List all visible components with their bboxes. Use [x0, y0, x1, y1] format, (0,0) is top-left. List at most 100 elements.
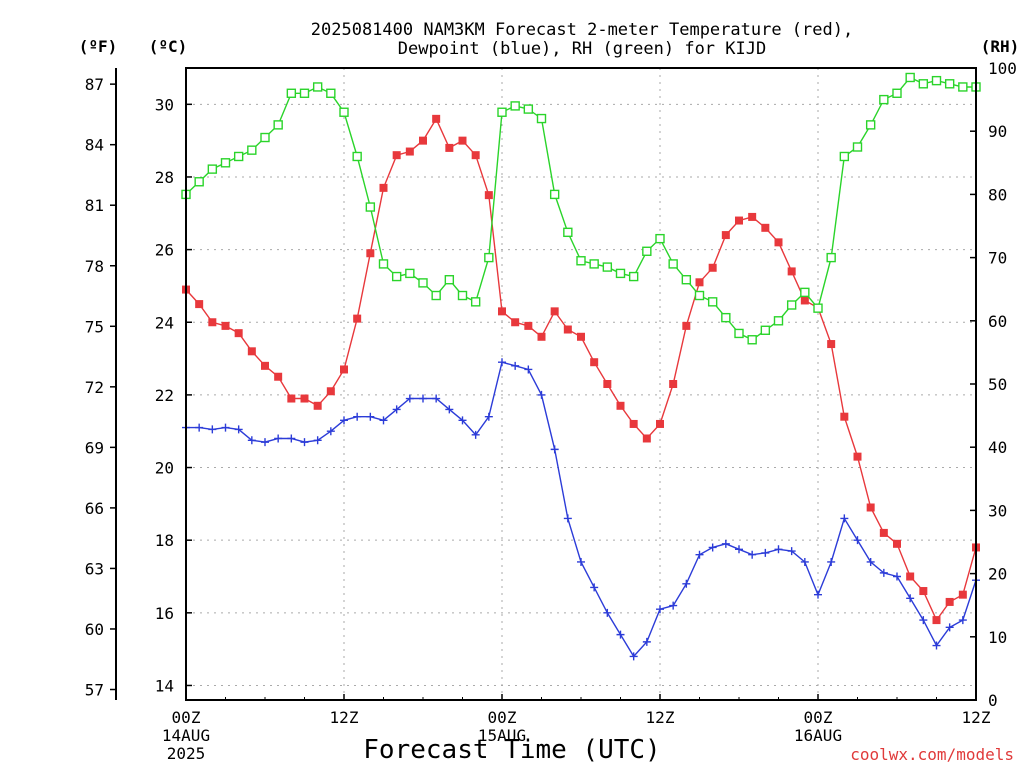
- dewpoint-point: [366, 412, 375, 421]
- rh-point: [391, 271, 402, 282]
- rh-point: [326, 88, 336, 98]
- rh-point: [707, 297, 718, 307]
- celsius-tick-label: 24: [155, 313, 174, 332]
- fahrenheit-tick-label: 87: [85, 75, 104, 94]
- x-tick-label: 00Z: [488, 708, 517, 727]
- temperature-point: [208, 318, 217, 327]
- dewpoint-point: [511, 361, 520, 370]
- rh-tick-label: 0: [988, 691, 998, 710]
- temperature-point: [695, 278, 704, 287]
- dewpoint-point: [866, 557, 875, 566]
- rh-point: [892, 88, 902, 98]
- dewpoint-point: [945, 623, 954, 632]
- rh-point: [431, 290, 441, 301]
- temperature-point: [774, 238, 783, 247]
- dewpoint-point: [721, 539, 730, 548]
- rh-point: [655, 233, 665, 244]
- rh-tick-label: 60: [988, 312, 1007, 331]
- rh-tick-label: 20: [988, 565, 1007, 584]
- dewpoint-point: [577, 557, 585, 566]
- dewpoint-point: [840, 514, 849, 523]
- temperature-point: [958, 590, 967, 599]
- dewpoint-point: [234, 425, 243, 434]
- dewpoint-point: [563, 514, 572, 523]
- credit-label: coolwx.com/models: [850, 745, 1014, 764]
- temperature-point: [221, 321, 230, 330]
- dewpoint-point: [247, 436, 256, 445]
- dewpoint-point: [629, 652, 638, 661]
- dewpoint-series: [182, 358, 980, 661]
- dewpoint-point: [800, 557, 809, 566]
- temperature-point: [656, 419, 664, 428]
- dewpoint-point: [669, 601, 678, 610]
- rh-point: [299, 88, 310, 98]
- rh-point: [563, 227, 573, 238]
- temperature-point: [366, 249, 375, 258]
- temperature-point: [445, 143, 454, 152]
- temperature-point: [511, 318, 520, 327]
- rh-tick-label: 40: [988, 438, 1007, 457]
- rh-point: [918, 79, 929, 89]
- dewpoint-point: [405, 394, 414, 403]
- dewpoint-point: [827, 557, 836, 566]
- temperature-point: [537, 332, 546, 341]
- plot-frame: [185, 67, 977, 701]
- rh-point: [365, 202, 376, 212]
- fahrenheit-tick-label: 72: [85, 378, 104, 397]
- temperature-point: [261, 361, 269, 370]
- rh-tick-label: 10: [988, 628, 1007, 647]
- dewpoint-point: [340, 416, 348, 425]
- temperature-point: [432, 114, 441, 123]
- temperature-point: [827, 340, 836, 349]
- temperature-point: [300, 394, 309, 403]
- temperature-point: [326, 387, 335, 396]
- rh-tick-label: 100: [988, 59, 1017, 78]
- rh-point: [260, 132, 270, 143]
- rh-point: [444, 275, 455, 285]
- celsius-tick-label: 20: [155, 459, 174, 478]
- dewpoint-point: [221, 423, 230, 432]
- fahrenheit-tick-label: 63: [85, 559, 104, 578]
- rh-point: [549, 189, 560, 200]
- temperature-point: [682, 321, 691, 330]
- rh-point: [220, 158, 231, 168]
- temperature-point: [603, 380, 612, 388]
- x-axis-label: Forecast Time (UTC): [363, 735, 660, 765]
- dewpoint-point: [748, 550, 757, 559]
- temperature-point: [577, 332, 585, 341]
- dewpoint-point: [787, 547, 796, 556]
- rh-point: [457, 290, 468, 301]
- fahrenheit-tick-label: 75: [85, 317, 104, 336]
- rh-unit-label: (RH): [981, 37, 1020, 56]
- temperature-point: [906, 572, 915, 581]
- rh-point: [773, 316, 784, 326]
- dewpoint-point: [906, 594, 915, 603]
- temperature-line: [185, 117, 977, 622]
- rh-point: [944, 79, 955, 89]
- temperature-point: [840, 412, 849, 421]
- rh-point: [194, 177, 204, 187]
- dewpoint-point: [392, 405, 401, 414]
- dewpoint-point: [300, 438, 309, 447]
- dewpoint-point: [814, 590, 822, 599]
- dewpoint-point: [326, 427, 335, 436]
- rh-point: [747, 335, 757, 345]
- rh-series: [181, 72, 981, 345]
- temperature-series: [182, 114, 980, 625]
- temperature-point: [787, 267, 796, 276]
- dewpoint-point: [287, 434, 296, 443]
- rh-point: [668, 259, 678, 269]
- temperature-point: [405, 147, 414, 156]
- fahrenheit-tick-label: 81: [85, 196, 104, 215]
- dewpoint-point: [932, 641, 941, 650]
- temperature-point: [195, 300, 204, 309]
- temperature-point: [748, 212, 757, 221]
- temperature-point: [735, 216, 743, 225]
- fahrenheit-tick-label: 60: [85, 620, 104, 639]
- temperature-point: [471, 151, 480, 160]
- temperature-point: [353, 314, 362, 323]
- rh-point: [378, 259, 389, 269]
- rh-line: [185, 76, 976, 341]
- dewpoint-point: [550, 445, 559, 454]
- temperature-point: [642, 434, 651, 443]
